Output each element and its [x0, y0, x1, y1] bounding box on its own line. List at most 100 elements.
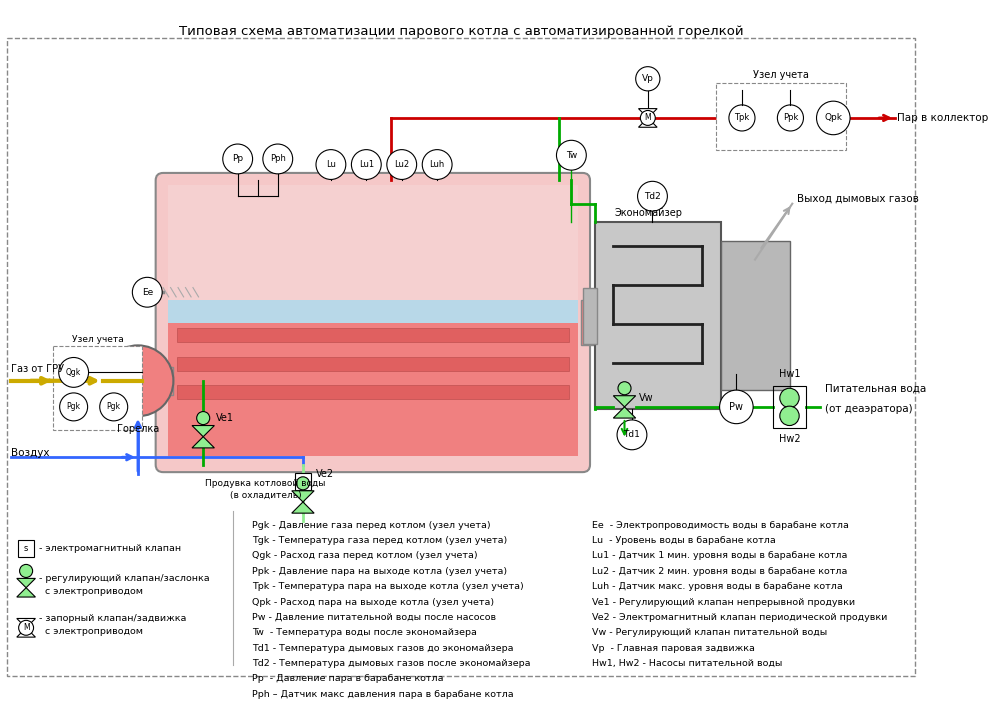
Bar — [773, 386, 806, 428]
Text: Ee: Ee — [142, 287, 152, 297]
Text: Pw - Давление питательной воды после насосов: Pw - Давление питательной воды после нас… — [251, 613, 496, 622]
Text: Узел учета: Узел учета — [71, 335, 124, 343]
Polygon shape — [292, 490, 314, 502]
Circle shape — [316, 149, 346, 179]
Circle shape — [20, 564, 33, 578]
Polygon shape — [17, 588, 36, 597]
Text: Vp  - Главная паровая задвижка: Vp - Главная паровая задвижка — [592, 644, 754, 653]
Bar — [167, 185, 578, 305]
Text: Vp: Vp — [642, 74, 653, 83]
Text: (от деаэратора): (от деаэратора) — [825, 404, 913, 414]
Circle shape — [19, 621, 34, 635]
Polygon shape — [192, 437, 215, 448]
Bar — [177, 328, 568, 342]
Bar — [53, 346, 142, 430]
Text: Pw: Pw — [730, 402, 743, 412]
Text: Td1 - Температура дымовых газов до экономайзера: Td1 - Температура дымовых газов до эконо… — [251, 644, 513, 653]
Text: Выход дымовых газов: Выход дымовых газов — [797, 194, 919, 204]
Text: Pp: Pp — [232, 154, 244, 164]
Circle shape — [638, 182, 667, 211]
Text: Luh: Luh — [430, 160, 445, 169]
Circle shape — [617, 420, 646, 450]
Text: Tpk: Tpk — [735, 114, 749, 122]
Text: Hw2: Hw2 — [779, 435, 800, 445]
Text: (в охладитель): (в охладитель) — [230, 490, 302, 500]
Text: Lu2: Lu2 — [394, 160, 409, 169]
Text: Ppk - Давление пара на выходе котла (узел учета): Ppk - Давление пара на выходе котла (узе… — [251, 567, 507, 576]
Circle shape — [777, 105, 804, 131]
Text: Газ от ГРУ: Газ от ГРУ — [11, 364, 64, 374]
Circle shape — [59, 393, 88, 421]
Text: Ve2 - Электромагнитный клапан периодической продувки: Ve2 - Электромагнитный клапан периодичес… — [592, 613, 887, 622]
Bar — [295, 473, 311, 490]
Text: Lu1 - Датчик 1 мин. уровня воды в барабане котла: Lu1 - Датчик 1 мин. уровня воды в бараба… — [592, 551, 847, 561]
Text: Питательная вода: Питательная вода — [825, 383, 927, 393]
Text: Lu2 - Датчик 2 мин. уровня воды в барабане котла: Lu2 - Датчик 2 мин. уровня воды в бараба… — [592, 567, 847, 576]
Text: Tgk - Температура газа перед котлом (узел учета): Tgk - Температура газа перед котлом (узе… — [251, 536, 507, 545]
Text: с электроприводом: с электроприводом — [40, 627, 144, 636]
Circle shape — [641, 111, 655, 125]
Text: Ppk: Ppk — [783, 114, 798, 122]
Text: Qgk: Qgk — [66, 368, 81, 377]
Text: Пар в коллектор: Пар в коллектор — [897, 113, 988, 123]
Circle shape — [556, 140, 586, 170]
FancyBboxPatch shape — [8, 38, 916, 676]
Circle shape — [351, 149, 381, 179]
Circle shape — [263, 144, 293, 174]
Circle shape — [780, 406, 799, 425]
Circle shape — [817, 101, 850, 134]
Text: Td1: Td1 — [624, 430, 641, 439]
Text: s: s — [24, 544, 29, 553]
Circle shape — [720, 390, 753, 424]
Bar — [167, 322, 578, 456]
Bar — [163, 367, 173, 395]
Text: - запорный клапан/задвижка: - запорный клапан/задвижка — [40, 614, 186, 623]
Polygon shape — [639, 118, 657, 127]
Text: Qpk - Расход пара на выходе котла (узел учета): Qpk - Расход пара на выходе котла (узел … — [251, 598, 494, 606]
Bar — [177, 357, 568, 371]
Circle shape — [636, 66, 660, 91]
Text: s: s — [301, 477, 305, 486]
FancyBboxPatch shape — [155, 173, 590, 472]
Text: Ve2: Ve2 — [316, 469, 334, 479]
Text: с электроприводом: с электроприводом — [40, 587, 144, 596]
Circle shape — [100, 393, 128, 421]
Bar — [167, 300, 578, 322]
Circle shape — [197, 412, 210, 425]
Circle shape — [296, 477, 310, 490]
Text: Hw1: Hw1 — [779, 370, 800, 379]
Circle shape — [729, 105, 755, 131]
Polygon shape — [17, 628, 36, 637]
Circle shape — [780, 388, 799, 408]
Text: Qgk - Расход газа перед котлом (узел учета): Qgk - Расход газа перед котлом (узел уче… — [251, 551, 477, 561]
Circle shape — [423, 149, 452, 179]
Text: M: M — [644, 114, 651, 122]
Text: Tw: Tw — [565, 151, 577, 159]
Text: Td2: Td2 — [644, 192, 661, 201]
Bar — [721, 241, 790, 390]
Polygon shape — [17, 578, 36, 588]
Text: Воздух: Воздух — [11, 448, 50, 458]
Text: Ve1: Ve1 — [216, 413, 235, 423]
Polygon shape — [192, 425, 215, 437]
Bar — [716, 82, 846, 149]
Bar — [582, 287, 597, 343]
Text: Pgk: Pgk — [66, 403, 80, 411]
Circle shape — [103, 345, 173, 416]
Circle shape — [387, 149, 417, 179]
Text: Td2 - Температура дымовых газов после экономайзера: Td2 - Температура дымовых газов после эк… — [251, 659, 531, 668]
Text: Lu1: Lu1 — [358, 160, 374, 169]
Circle shape — [133, 277, 162, 307]
Text: Vw: Vw — [639, 393, 653, 403]
Text: Типовая схема автоматизации парового котла с автоматизированной горелкой: Типовая схема автоматизации парового кот… — [179, 25, 743, 38]
Text: Pp  - Давление пара в барабане котла: Pp - Давление пара в барабане котла — [251, 674, 444, 684]
Text: Pph – Датчик макс давления пара в барабане котла: Pph – Датчик макс давления пара в бараба… — [251, 690, 513, 699]
Text: Узел учета: Узел учета — [753, 70, 809, 79]
Polygon shape — [292, 502, 314, 513]
Text: Lu: Lu — [326, 160, 336, 169]
Text: Горелка: Горелка — [117, 424, 159, 434]
Circle shape — [58, 358, 88, 388]
Text: Ve1 - Регулирующий клапан непрерывной продувки: Ve1 - Регулирующий клапан непрерывной пр… — [592, 598, 855, 606]
Text: Pgk: Pgk — [107, 403, 121, 411]
Text: Qpk: Qpk — [825, 114, 842, 122]
